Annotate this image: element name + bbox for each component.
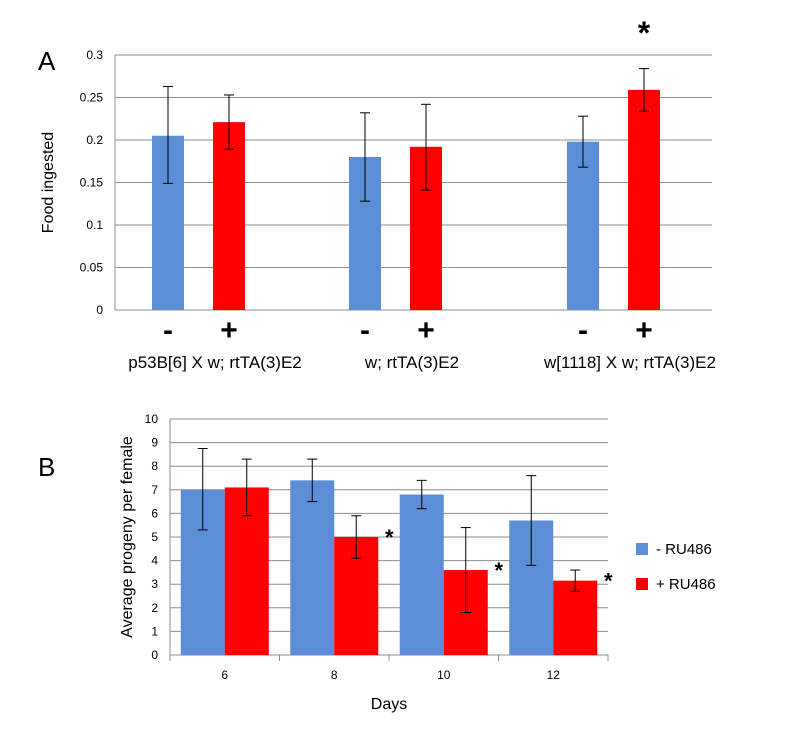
group-label: w; rtTA(3)E2 [364,353,459,372]
bar [567,141,599,310]
group-label: w[1118] X w; rtTA(3)E2 [543,353,716,372]
legend-swatch [636,543,648,555]
y-tick-label: 3 [151,577,158,591]
bar [290,480,335,655]
y-tick-label: 8 [151,459,158,473]
y-tick-label: 0.3 [86,48,103,62]
y-tick-label: 0.2 [86,133,103,147]
treatment-sign: + [635,314,653,347]
bar [399,494,444,655]
x-axis-title: Days [371,696,407,713]
y-axis-title: Food ingested [40,132,57,233]
y-tick-label: 0 [96,303,103,317]
bar [213,122,245,311]
y-tick-label: 6 [151,506,158,520]
y-tick-label: 0.05 [80,261,104,275]
y-tick-label: 0.1 [86,218,103,232]
treatment-sign: + [417,314,435,347]
bar [628,89,660,310]
group-label: p53B[6] X w; rtTA(3)E2 [128,353,302,372]
y-tick-label: 5 [151,530,158,544]
legend-label: + RU486 [656,576,716,593]
significance-marker: * [385,525,394,550]
significance-marker: * [494,558,503,583]
legend-swatch [636,578,648,590]
y-tick-label: 7 [151,483,158,497]
y-tick-label: 0 [151,648,158,662]
y-axis-title: Average progeny per female [119,436,136,638]
significance-marker: * [638,15,651,51]
y-tick-label: 10 [145,412,159,426]
y-tick-label: 0.15 [80,176,104,190]
y-tick-label: 4 [151,554,158,568]
treatment-sign: - [578,314,588,347]
panel-a: A 0 0.05 0.1 0.15 0.2 0.25 0.3 Food ingested - + p5… [38,15,716,372]
x-tick-label: 10 [437,668,451,682]
y-tick-label: 0.25 [80,91,104,105]
x-tick-label: 6 [221,668,228,682]
y-tick-label: 1 [151,624,158,638]
x-tick-label: 12 [547,668,561,682]
legend-label: - RU486 [656,541,712,558]
panel-letter-b: B [38,452,55,482]
y-tick-label: 9 [151,436,158,450]
y-tick-label: 2 [151,601,158,615]
treatment-sign: - [163,314,173,347]
panel-letter-a: A [38,46,56,76]
significance-marker: * [604,569,613,594]
treatment-sign: - [360,314,370,347]
bar [553,580,598,655]
x-tick-label: 8 [331,668,338,682]
treatment-sign: + [220,314,238,347]
